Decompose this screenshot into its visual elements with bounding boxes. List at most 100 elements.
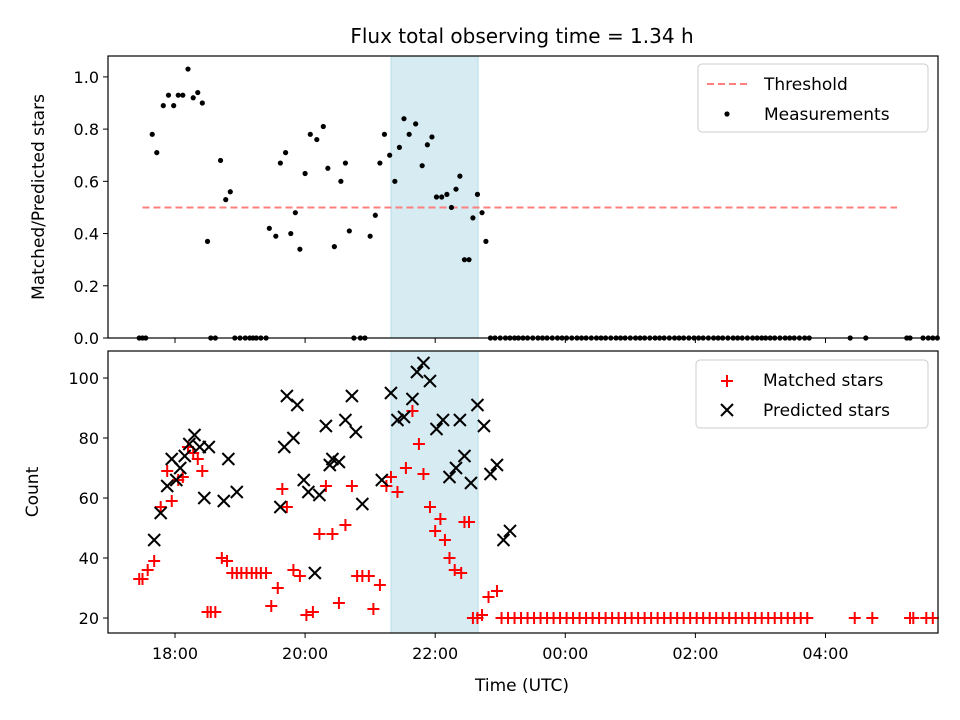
legend-predicted-label: Predicted stars <box>763 401 890 421</box>
top-y-tick-label: 1.0 <box>74 68 99 87</box>
matched-point <box>380 480 393 492</box>
x-tick-label: 22:00 <box>412 644 458 663</box>
legend-matched-label: Matched stars <box>763 371 883 391</box>
bottom-y-ticks: 20 40 60 80 100 <box>68 369 108 628</box>
matched-point <box>313 528 326 540</box>
measurement-point <box>195 89 201 96</box>
predicted-point <box>308 566 322 580</box>
measurement-point <box>325 165 331 171</box>
predicted-point <box>384 386 398 400</box>
predicted-point <box>221 452 236 466</box>
matched-point <box>926 612 939 624</box>
x-tick-label: 00:00 <box>542 644 588 663</box>
predicted-point <box>410 365 424 379</box>
matched-point <box>165 495 178 507</box>
measurement-point <box>149 131 155 137</box>
bottom-legend-box <box>695 359 929 429</box>
predicted-point <box>375 473 389 487</box>
matched-point <box>136 573 149 585</box>
predicted-point <box>345 389 359 403</box>
predicted-point <box>290 398 304 412</box>
x-tick-label: 02:00 <box>672 644 718 663</box>
matched-point <box>345 480 358 492</box>
measurement-point <box>419 163 425 169</box>
matched-point <box>866 612 879 624</box>
measurement-point <box>342 160 349 166</box>
measurement-point <box>320 123 326 130</box>
bottom-y-tick-label: 80 <box>79 429 99 448</box>
top-y-axis-label: Matched/Predicted stars <box>29 94 49 300</box>
measurement-point <box>439 194 445 200</box>
predicted-point <box>319 419 333 433</box>
matched-point <box>306 606 319 618</box>
measurement-point <box>199 100 205 106</box>
matched-point <box>399 462 412 474</box>
predicted-point <box>397 410 411 424</box>
top-y-tick-label: 0.0 <box>74 329 99 348</box>
matched-point <box>384 471 397 483</box>
measurement-point <box>474 191 481 197</box>
matched-point <box>332 597 345 609</box>
measurement-point <box>273 233 279 239</box>
predicted-point <box>453 413 467 427</box>
predicted-point <box>153 506 168 520</box>
measurement-point <box>175 92 181 98</box>
matched-point <box>339 519 352 531</box>
measurement-point <box>406 131 412 137</box>
measurement-point <box>461 257 468 263</box>
matched-point <box>463 516 476 528</box>
measurement-point <box>307 131 313 137</box>
predicted-point <box>442 470 457 484</box>
measurement-point <box>277 160 283 166</box>
x-tick-label: 18:00 <box>152 644 198 663</box>
matched-point <box>907 612 920 624</box>
matched-point <box>161 465 174 477</box>
bottom-x-ticks: 18:00 20:00 22:00 00:00 02:00 04:00 <box>152 633 849 663</box>
predicted-point <box>178 449 192 463</box>
x-tick-label: 04:00 <box>802 644 848 663</box>
predicted-point <box>436 413 450 427</box>
matched-point <box>412 438 425 450</box>
matched-point <box>362 570 375 582</box>
predicted-point <box>390 413 405 427</box>
measurement-point <box>424 142 430 148</box>
top-y-tick-label: 0.6 <box>74 172 99 191</box>
measurement-point <box>367 233 373 239</box>
matched-point <box>406 405 419 417</box>
matched-point <box>271 582 284 594</box>
matched-point <box>848 612 861 624</box>
top-y-tick-label: 0.4 <box>74 225 99 244</box>
matched-point <box>319 480 332 492</box>
predicted-point <box>449 461 463 475</box>
measurement-point <box>470 215 476 221</box>
predicted-point <box>160 479 174 493</box>
matched-point <box>221 555 234 567</box>
measurement-point <box>392 178 398 184</box>
legend-predicted-swatch <box>720 403 734 417</box>
matched-point <box>215 552 228 564</box>
measurement-point <box>314 136 320 143</box>
bottom-legend: Matched stars Predicted stars <box>695 359 929 429</box>
measurement-point <box>292 210 298 216</box>
measurement-point <box>185 66 191 72</box>
predicted-point <box>423 374 437 388</box>
predicted-point <box>301 485 316 499</box>
measurement-point <box>204 238 211 244</box>
predicted-point <box>169 473 184 487</box>
top-axes-frame <box>107 55 939 339</box>
measurement-point <box>180 92 186 98</box>
measurement-point <box>288 230 294 237</box>
matched-point <box>326 528 339 540</box>
measurement-point <box>223 197 229 203</box>
measurement-point <box>338 178 344 184</box>
bottom-y-tick-label: 100 <box>68 369 99 388</box>
predicted-point <box>338 413 353 427</box>
predicted-point <box>197 491 211 505</box>
matched-point <box>265 600 278 612</box>
measurement-point <box>433 194 440 200</box>
matched-point <box>148 555 161 567</box>
predicted-point <box>230 485 244 499</box>
x-tick-label: 20:00 <box>282 644 328 663</box>
predicted-point <box>496 533 511 547</box>
